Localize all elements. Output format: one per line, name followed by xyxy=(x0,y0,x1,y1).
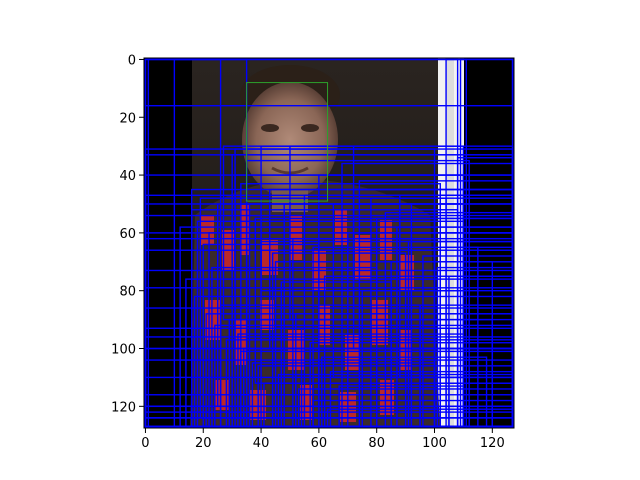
y-tick-label: 40 xyxy=(119,169,136,184)
y-tick-label: 80 xyxy=(119,285,136,300)
bounding-box xyxy=(173,58,248,428)
bounding-boxes xyxy=(144,58,514,428)
x-tick-label: 80 xyxy=(368,436,385,451)
x-tick-label: 40 xyxy=(253,436,270,451)
bounding-box xyxy=(436,266,514,428)
x-tick-label: 120 xyxy=(480,436,505,451)
x-tick-label: 100 xyxy=(422,436,447,451)
y-tick-label: 20 xyxy=(119,111,136,126)
y-tick-label: 100 xyxy=(111,343,136,358)
bounding-box xyxy=(459,58,468,428)
y-tick-label: 120 xyxy=(111,400,136,415)
bounding-box xyxy=(445,58,459,428)
y-tick-label: 60 xyxy=(119,227,136,242)
image-area xyxy=(144,58,514,428)
x-tick-label: 20 xyxy=(195,436,212,451)
x-tick-label: 60 xyxy=(311,436,328,451)
axes-frame xyxy=(143,57,515,429)
x-axis: 0 20 40 60 80 100 120 xyxy=(141,428,505,451)
y-axis: 0 20 40 60 80 100 120 xyxy=(111,53,144,415)
x-tick-label: 0 xyxy=(141,436,149,451)
y-tick-label: 0 xyxy=(128,53,136,68)
highlight-box xyxy=(246,82,329,202)
